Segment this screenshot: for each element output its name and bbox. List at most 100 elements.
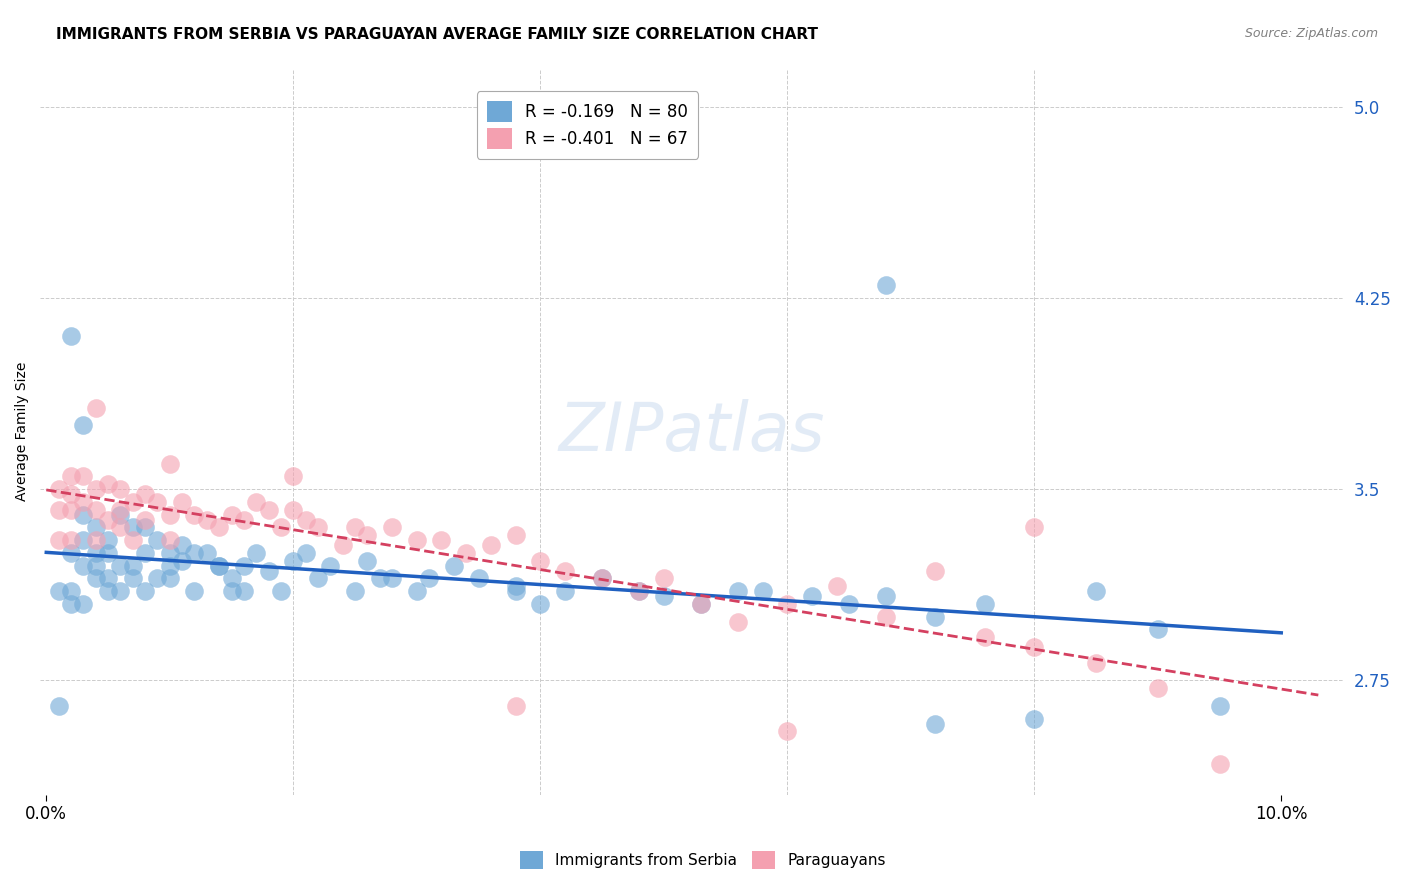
Point	[48, 698, 70, 713]
Point	[97, 477, 120, 491]
Point	[84, 571, 107, 585]
Point	[110, 558, 132, 573]
Point	[973, 630, 995, 644]
Point	[232, 513, 254, 527]
Point	[652, 589, 675, 603]
Point	[1208, 698, 1230, 713]
Point	[134, 584, 156, 599]
Point	[208, 520, 231, 534]
Point	[1208, 757, 1230, 772]
Point	[59, 584, 82, 599]
Point	[825, 579, 848, 593]
Point	[84, 520, 107, 534]
Point	[48, 502, 70, 516]
Point	[146, 495, 169, 509]
Point	[257, 564, 280, 578]
Point	[159, 508, 181, 522]
Point	[591, 571, 613, 585]
Point	[172, 538, 194, 552]
Point	[84, 558, 107, 573]
Text: IMMIGRANTS FROM SERBIA VS PARAGUAYAN AVERAGE FAMILY SIZE CORRELATION CHART: IMMIGRANTS FROM SERBIA VS PARAGUAYAN AVE…	[56, 27, 818, 42]
Point	[1146, 681, 1168, 695]
Point	[875, 609, 897, 624]
Point	[529, 553, 551, 567]
Text: ZIPatlas: ZIPatlas	[558, 399, 825, 465]
Point	[59, 533, 82, 548]
Point	[245, 546, 267, 560]
Point	[1146, 623, 1168, 637]
Point	[183, 546, 205, 560]
Point	[146, 571, 169, 585]
Point	[110, 482, 132, 496]
Point	[72, 508, 94, 522]
Point	[257, 502, 280, 516]
Point	[110, 520, 132, 534]
Point	[838, 597, 860, 611]
Point	[554, 564, 576, 578]
Point	[924, 716, 946, 731]
Point	[776, 597, 799, 611]
Point	[121, 495, 143, 509]
Point	[72, 597, 94, 611]
Point	[172, 495, 194, 509]
Point	[72, 533, 94, 548]
Point	[221, 571, 243, 585]
Point	[183, 584, 205, 599]
Point	[208, 558, 231, 573]
Point	[59, 469, 82, 483]
Point	[283, 469, 305, 483]
Point	[1024, 640, 1046, 655]
Point	[307, 571, 329, 585]
Point	[84, 502, 107, 516]
Point	[134, 487, 156, 501]
Y-axis label: Average Family Size: Average Family Size	[15, 362, 30, 501]
Point	[924, 564, 946, 578]
Point	[84, 401, 107, 415]
Point	[232, 584, 254, 599]
Point	[727, 584, 749, 599]
Point	[110, 502, 132, 516]
Point	[356, 553, 378, 567]
Point	[1024, 712, 1046, 726]
Point	[875, 278, 897, 293]
Point	[505, 698, 527, 713]
Point	[232, 558, 254, 573]
Point	[652, 571, 675, 585]
Legend: R = -0.169   N = 80, R = -0.401   N = 67: R = -0.169 N = 80, R = -0.401 N = 67	[477, 91, 697, 159]
Point	[48, 482, 70, 496]
Point	[97, 513, 120, 527]
Point	[134, 546, 156, 560]
Point	[294, 546, 316, 560]
Point	[97, 584, 120, 599]
Point	[183, 508, 205, 522]
Point	[628, 584, 651, 599]
Point	[97, 533, 120, 548]
Point	[418, 571, 440, 585]
Point	[344, 584, 367, 599]
Point	[628, 584, 651, 599]
Point	[1085, 656, 1108, 670]
Point	[505, 528, 527, 542]
Point	[368, 571, 391, 585]
Point	[121, 520, 143, 534]
Point	[121, 558, 143, 573]
Point	[48, 533, 70, 548]
Point	[59, 487, 82, 501]
Point	[72, 558, 94, 573]
Legend: Immigrants from Serbia, Paraguayans: Immigrants from Serbia, Paraguayans	[513, 845, 893, 875]
Point	[924, 609, 946, 624]
Point	[689, 597, 711, 611]
Point	[208, 558, 231, 573]
Point	[221, 508, 243, 522]
Point	[59, 546, 82, 560]
Point	[59, 597, 82, 611]
Point	[875, 589, 897, 603]
Point	[159, 558, 181, 573]
Point	[172, 553, 194, 567]
Point	[134, 513, 156, 527]
Point	[554, 584, 576, 599]
Point	[591, 571, 613, 585]
Point	[221, 584, 243, 599]
Point	[405, 584, 427, 599]
Point	[344, 520, 367, 534]
